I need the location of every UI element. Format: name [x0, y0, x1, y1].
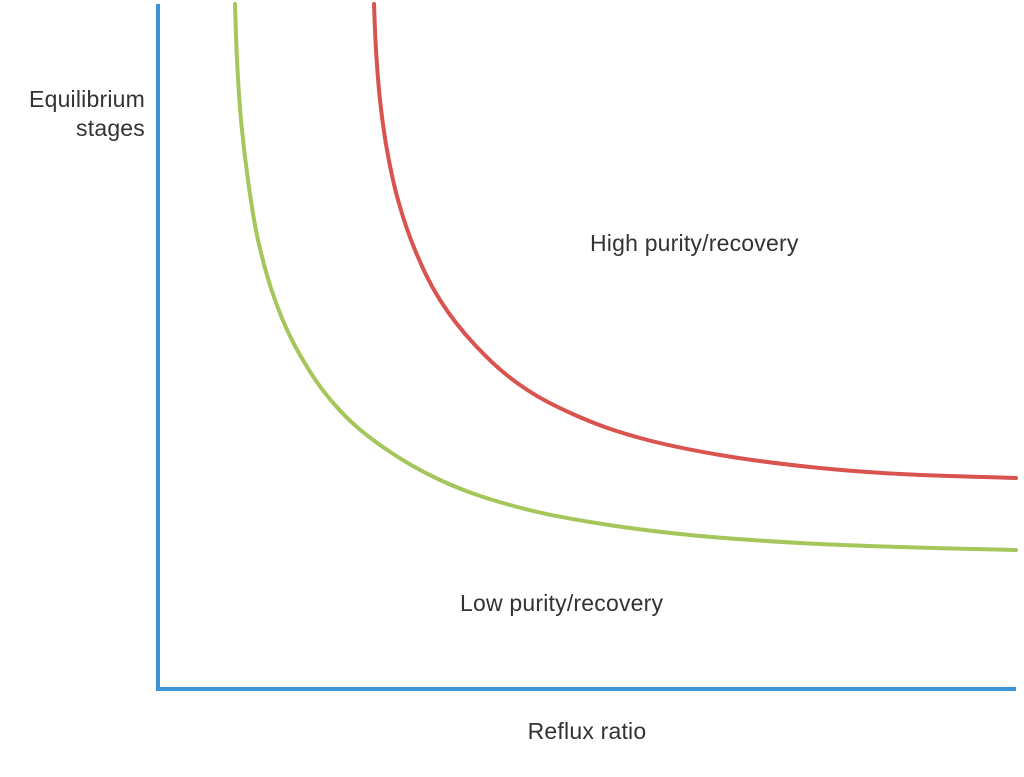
x-axis-label-text: Reflux ratio [528, 718, 647, 744]
high-purity-annotation: High purity/recovery [590, 230, 799, 257]
low-purity-curve [235, 4, 1016, 550]
x-axis-label: Reflux ratio [0, 718, 1024, 745]
y-axis-label-line1: Equilibrium [29, 86, 145, 112]
y-axis-label: Equilibrium stages [29, 85, 145, 143]
chart-svg [0, 0, 1024, 777]
y-axis-label-line2: stages [76, 115, 145, 141]
low-purity-annotation: Low purity/recovery [460, 590, 663, 617]
equilibrium-reflux-chart: Equilibrium stages Reflux ratio High pur… [0, 0, 1024, 777]
curves-group [235, 4, 1016, 550]
